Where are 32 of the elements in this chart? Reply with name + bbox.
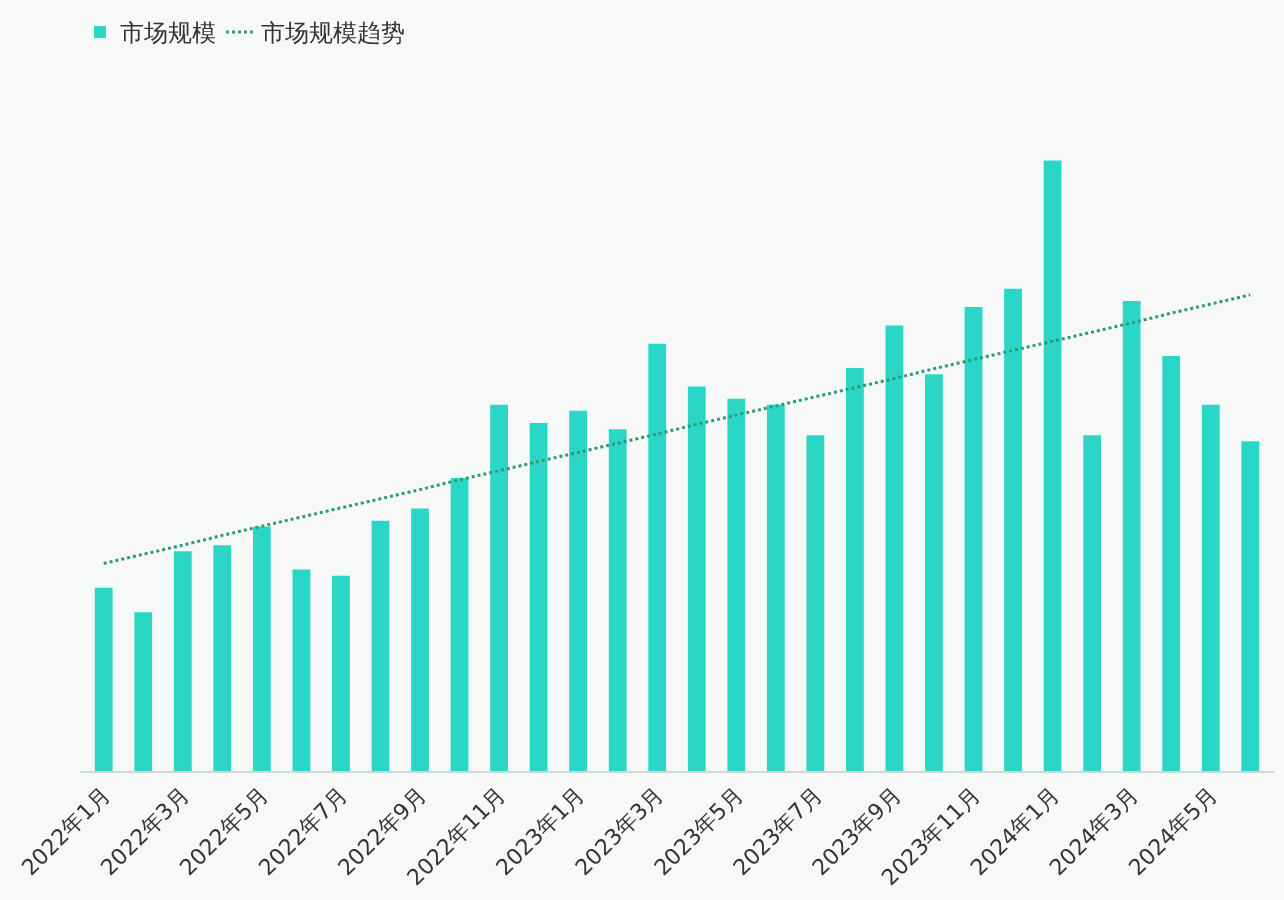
bar [687, 386, 706, 771]
bar [648, 343, 667, 771]
bar [766, 404, 785, 771]
bar [371, 520, 390, 771]
bar [134, 612, 153, 771]
bar [1043, 160, 1062, 771]
bar [885, 325, 904, 771]
bar [1201, 404, 1220, 771]
bar [806, 435, 825, 771]
legend-label: 市场规模趋势 [261, 19, 405, 48]
bar [608, 429, 627, 771]
bar [964, 307, 983, 771]
bar [252, 526, 271, 771]
bar [529, 423, 548, 771]
bar [1162, 355, 1181, 771]
bar [332, 575, 350, 771]
legend-label: 市场规模 [120, 19, 216, 48]
bar [1083, 435, 1102, 771]
bar [1241, 441, 1260, 771]
bar [569, 410, 588, 771]
bar [846, 368, 864, 771]
bar [1004, 288, 1022, 771]
bar [490, 404, 508, 771]
bar [727, 398, 746, 771]
bar [411, 508, 429, 771]
bar [213, 545, 232, 771]
bar [925, 374, 943, 771]
bar [1122, 300, 1141, 771]
bar [292, 569, 311, 771]
bar [94, 587, 113, 771]
bar [450, 477, 469, 771]
bar [173, 551, 192, 771]
